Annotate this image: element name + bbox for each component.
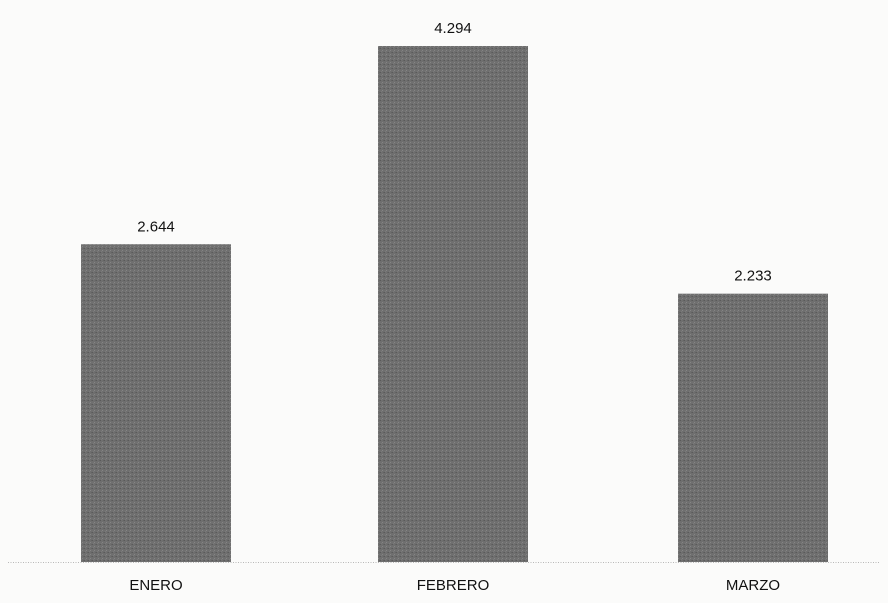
bar-marzo bbox=[678, 293, 828, 562]
data-label-febrero: 4.294 bbox=[434, 20, 472, 37]
x-tick-label-febrero: FEBRERO bbox=[417, 577, 490, 594]
data-label-marzo: 2.233 bbox=[734, 268, 772, 285]
x-tick-label-marzo: MARZO bbox=[726, 577, 780, 594]
data-label-enero: 2.644 bbox=[137, 218, 175, 235]
bar-febrero bbox=[378, 46, 528, 562]
x-tick-label-enero: ENERO bbox=[129, 577, 182, 594]
x-axis-tick-labels: ENERO FEBRERO MARZO bbox=[129, 577, 780, 594]
bar-enero bbox=[81, 244, 231, 562]
labels-layer: 2.644 4.294 2.233 bbox=[137, 20, 772, 285]
bars-layer bbox=[81, 46, 828, 562]
